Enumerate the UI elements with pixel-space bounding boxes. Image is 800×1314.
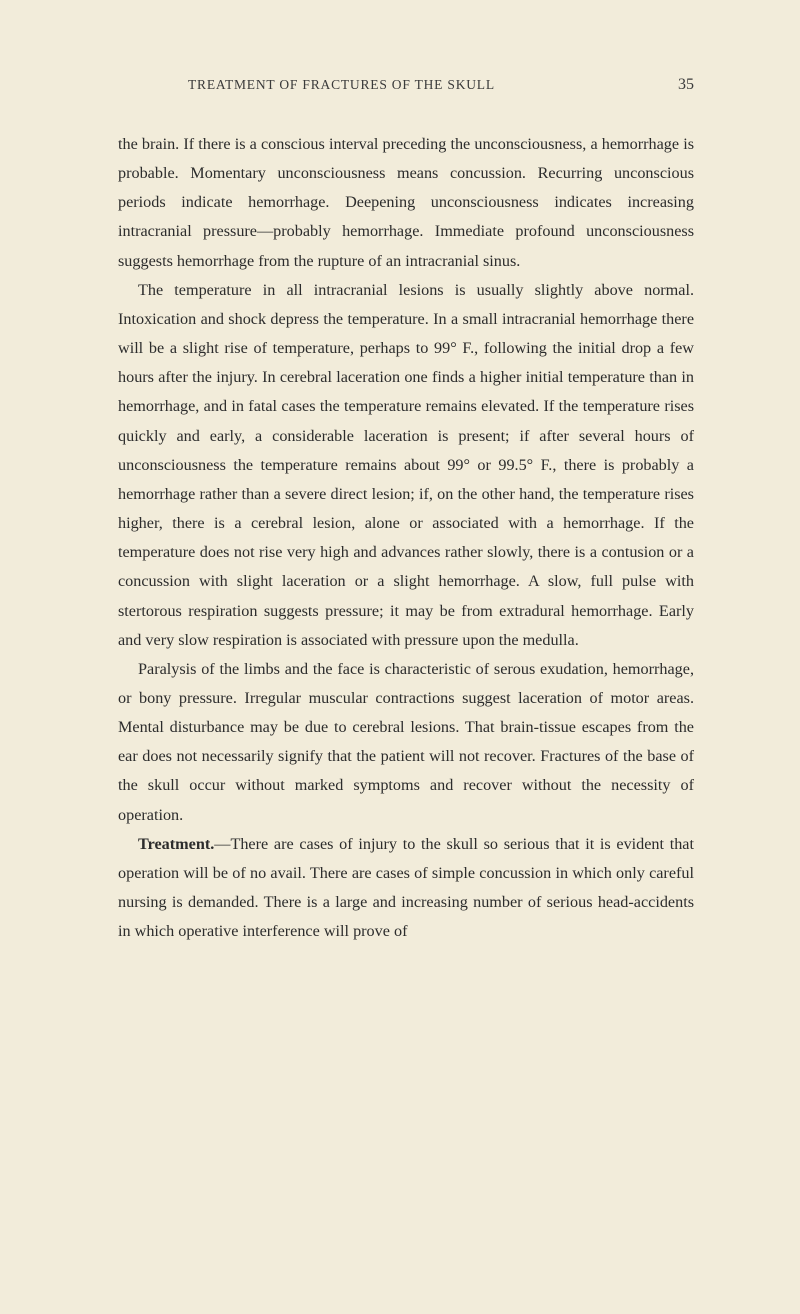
page-number: 35 <box>678 76 694 94</box>
paragraph: Paralysis of the limbs and the face is c… <box>118 655 694 830</box>
paragraph: the brain. If there is a conscious inter… <box>118 130 694 276</box>
body-text: the brain. If there is a conscious inter… <box>118 130 694 946</box>
running-head: TREATMENT OF FRACTURES OF THE SKULL 35 <box>118 76 694 94</box>
paragraph: The temperature in all intracranial lesi… <box>118 276 694 655</box>
paragraph-treatment: Treatment.—There are cases of injury to … <box>118 830 694 947</box>
running-title: TREATMENT OF FRACTURES OF THE SKULL <box>188 77 495 93</box>
treatment-lead: Treatment. <box>138 835 214 853</box>
